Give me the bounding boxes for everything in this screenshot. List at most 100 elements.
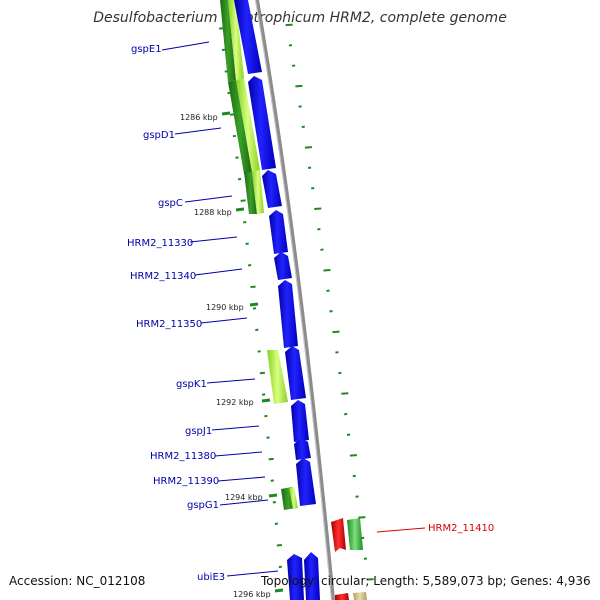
gene-blue-1[interactable] — [234, 0, 262, 74]
label-HRM2_11410[interactable]: HRM2_11410 — [428, 523, 494, 534]
gc-tick-outer — [366, 578, 374, 581]
gene-gspD1-light[interactable] — [236, 78, 260, 172]
gene-blue-4[interactable] — [269, 210, 288, 254]
scale-label-1292: 1292 kbp — [216, 398, 254, 407]
leader-ubiE3 — [226, 570, 279, 577]
leader-gspE1 — [161, 41, 210, 51]
gc-tick-outer — [311, 187, 315, 190]
gc-tick-inner — [270, 479, 274, 482]
label-gspK1[interactable]: gspK1 — [176, 379, 207, 390]
label-ubiE3[interactable]: ubiE3 — [197, 572, 225, 583]
gc-tick-inner — [230, 113, 236, 116]
gc-tick-outer — [363, 557, 368, 560]
gc-tick-outer — [335, 351, 339, 354]
label-HRM2_11350[interactable]: HRM2_11350 — [136, 319, 202, 330]
gc-tick-inner — [276, 544, 282, 547]
scale-labels: 1286 kbp 1288 kbp 1290 kbp 1292 kbp 1294… — [180, 113, 271, 599]
gc-tick-outer — [332, 330, 340, 334]
gc-tick-outer — [291, 64, 296, 67]
scale-label-1296: 1296 kbp — [233, 590, 271, 599]
gc-tick-outer — [320, 248, 324, 251]
gc-tick-outer — [298, 105, 302, 108]
leader-HRM2_11390 — [217, 476, 266, 482]
label-HRM2_11380[interactable]: HRM2_11380 — [150, 451, 216, 462]
gene-blue-11[interactable] — [287, 554, 304, 600]
gene-gspC-light[interactable] — [252, 170, 264, 214]
gc-tick-outer — [301, 125, 305, 129]
gene-gspG1-light[interactable] — [289, 487, 298, 509]
gc-tick-outer — [295, 84, 303, 88]
scale-label-1294: 1294 kbp — [225, 493, 263, 502]
gc-tick-outer — [326, 289, 330, 292]
gene-gspE1[interactable] — [220, 0, 236, 82]
label-gspD1[interactable]: gspD1 — [143, 130, 175, 141]
gc-tick-inner — [252, 307, 257, 310]
gene-blue-3[interactable] — [262, 170, 282, 208]
gene-gspD1[interactable] — [228, 80, 252, 174]
leader-HRM2_11380 — [214, 451, 263, 457]
gc-tick-outer — [323, 268, 331, 272]
gc-tick-inner — [245, 242, 249, 245]
gc-tick-outer — [338, 371, 342, 375]
scale-tick-1290 — [249, 302, 259, 307]
leader-gspG1 — [219, 499, 269, 506]
leader-HRM2_11330 — [189, 236, 238, 243]
gene-blue-10[interactable] — [296, 458, 316, 506]
gene-gspE1-light[interactable] — [228, 0, 244, 80]
gene-tan-lower[interactable] — [353, 592, 367, 600]
gc-tick-outer — [346, 433, 351, 436]
label-gspE1[interactable]: gspE1 — [131, 44, 162, 55]
gc-tick-inner — [237, 177, 242, 181]
gc-tick-inner — [255, 328, 259, 332]
label-gspC[interactable]: gspC — [158, 198, 183, 209]
scale-tick-1292 — [261, 398, 271, 403]
leader-HRM2_11350 — [200, 317, 248, 324]
gc-tick-inner — [266, 436, 270, 439]
gc-tick-inner — [232, 134, 237, 138]
gene-gspK1[interactable] — [267, 350, 288, 404]
gene-labels: gspE1 gspD1 gspC HRM2_11330 HRM2_11340 H… — [127, 44, 494, 583]
gene-green-outer[interactable] — [347, 518, 363, 550]
gene-red-lower[interactable] — [335, 593, 349, 600]
gene-blue-2[interactable] — [248, 76, 276, 170]
scale-tick-1288 — [235, 207, 245, 212]
gene-blue-8[interactable] — [291, 400, 309, 442]
leader-gspD1 — [174, 127, 222, 135]
gc-tick-outer — [352, 474, 356, 478]
gc-tick-outer — [358, 516, 366, 519]
map-title: Desulfobacterium autotrophicum HRM2, com… — [93, 10, 507, 26]
gc-tick-outer — [344, 412, 348, 416]
gene-gspC[interactable] — [244, 172, 257, 214]
gc-tick-inner — [272, 500, 277, 504]
gene-blue-5[interactable] — [274, 252, 292, 280]
label-gspG1[interactable]: gspG1 — [187, 500, 219, 511]
label-HRM2_11330[interactable]: HRM2_11330 — [127, 238, 193, 249]
gene-blue-12[interactable] — [304, 552, 320, 600]
leader-gspJ1 — [211, 425, 260, 431]
gene-blue-9[interactable] — [294, 438, 311, 460]
gc-tick-inner — [257, 350, 261, 353]
gc-tick-outer — [329, 310, 333, 313]
gc-tick-inner — [243, 220, 247, 224]
gc-tick-outer — [360, 536, 365, 540]
gene-blue-6[interactable] — [278, 280, 298, 348]
gc-tick-outer — [307, 166, 312, 170]
gc-tick-inner — [261, 393, 266, 396]
leader-HRM2_11410 — [376, 527, 426, 533]
label-HRM2_11390[interactable]: HRM2_11390 — [153, 476, 219, 487]
gene-blue-7[interactable] — [285, 346, 306, 400]
label-HRM2_11340[interactable]: HRM2_11340 — [130, 271, 196, 282]
leader-lines — [161, 41, 279, 577]
gc-tick-inner — [264, 414, 268, 418]
leader-gspC — [184, 195, 233, 203]
scale-tick-1294 — [268, 493, 278, 498]
label-gspJ1[interactable]: gspJ1 — [185, 426, 212, 437]
gene-HRM2_11410[interactable] — [331, 518, 346, 552]
gc-tick-outer — [314, 207, 322, 210]
scale-label-1286: 1286 kbp — [180, 113, 218, 122]
genome-backbone-highlight — [255, 0, 332, 600]
gc-tick-inner — [250, 285, 256, 289]
gc-tick-outer — [355, 495, 359, 498]
accession-label: Accession: NC_012108 — [9, 574, 146, 588]
